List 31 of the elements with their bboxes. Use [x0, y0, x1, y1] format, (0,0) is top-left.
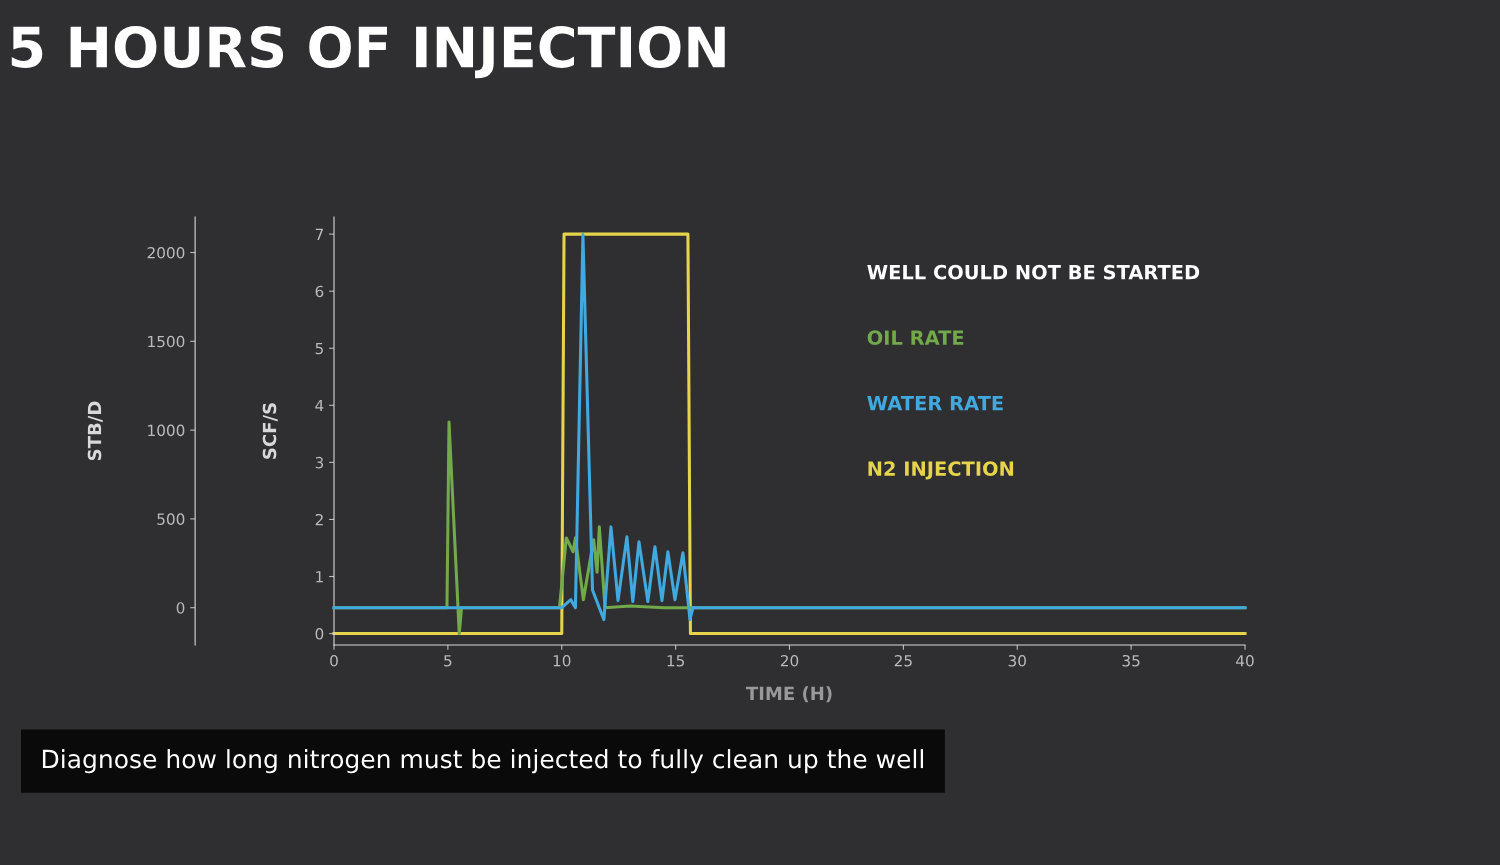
x-tick-label: 40 [1236, 654, 1254, 667]
y2-tick-label: 1000 [148, 424, 185, 437]
y2-tick-label: 2000 [147, 246, 185, 259]
chart-title: 5 HOURS OF INJECTION [11, 26, 725, 79]
y-tick-label: 4 [315, 399, 324, 412]
y2-tick-label: 500 [157, 513, 185, 525]
y-tick-label: 6 [315, 285, 324, 298]
text: Diagnose how long nitrogen must be injected to fully clean up the well [42, 749, 924, 774]
y-tick-label: 3 [315, 456, 324, 469]
x-tick-label: 35 [1122, 654, 1140, 667]
y-axis-title: SCF/S [262, 403, 278, 459]
y-tick-label: 7 [315, 228, 323, 240]
y2-axis-title: STB/D [87, 401, 103, 461]
y2-tick-label: 1500 [148, 335, 185, 348]
y-tick-label: 1 [316, 571, 323, 583]
x-tick-label: 5 [444, 655, 452, 667]
x-tick-label: 15 [667, 655, 685, 667]
y2-tick-label: 0 [176, 602, 185, 614]
x-tick-label: 30 [1008, 654, 1026, 667]
legend-title: WELL COULD NOT BE STARTED [867, 264, 1200, 280]
y-tick-label: 0 [315, 628, 324, 640]
text: N2 INJECTION [868, 461, 1014, 480]
x-tick-label: 20 [780, 654, 799, 667]
x-tick-label: 25 [894, 654, 912, 667]
x-tick-label: 10 [553, 654, 571, 667]
text: WATER RATE [867, 396, 1003, 411]
x-axis-title: TIME (H) [745, 686, 832, 703]
x-tick-label: 0 [330, 654, 338, 667]
y-tick-label: 5 [315, 342, 323, 355]
y-tick-label: 2 [315, 513, 323, 526]
text: OIL RATE [867, 330, 964, 345]
